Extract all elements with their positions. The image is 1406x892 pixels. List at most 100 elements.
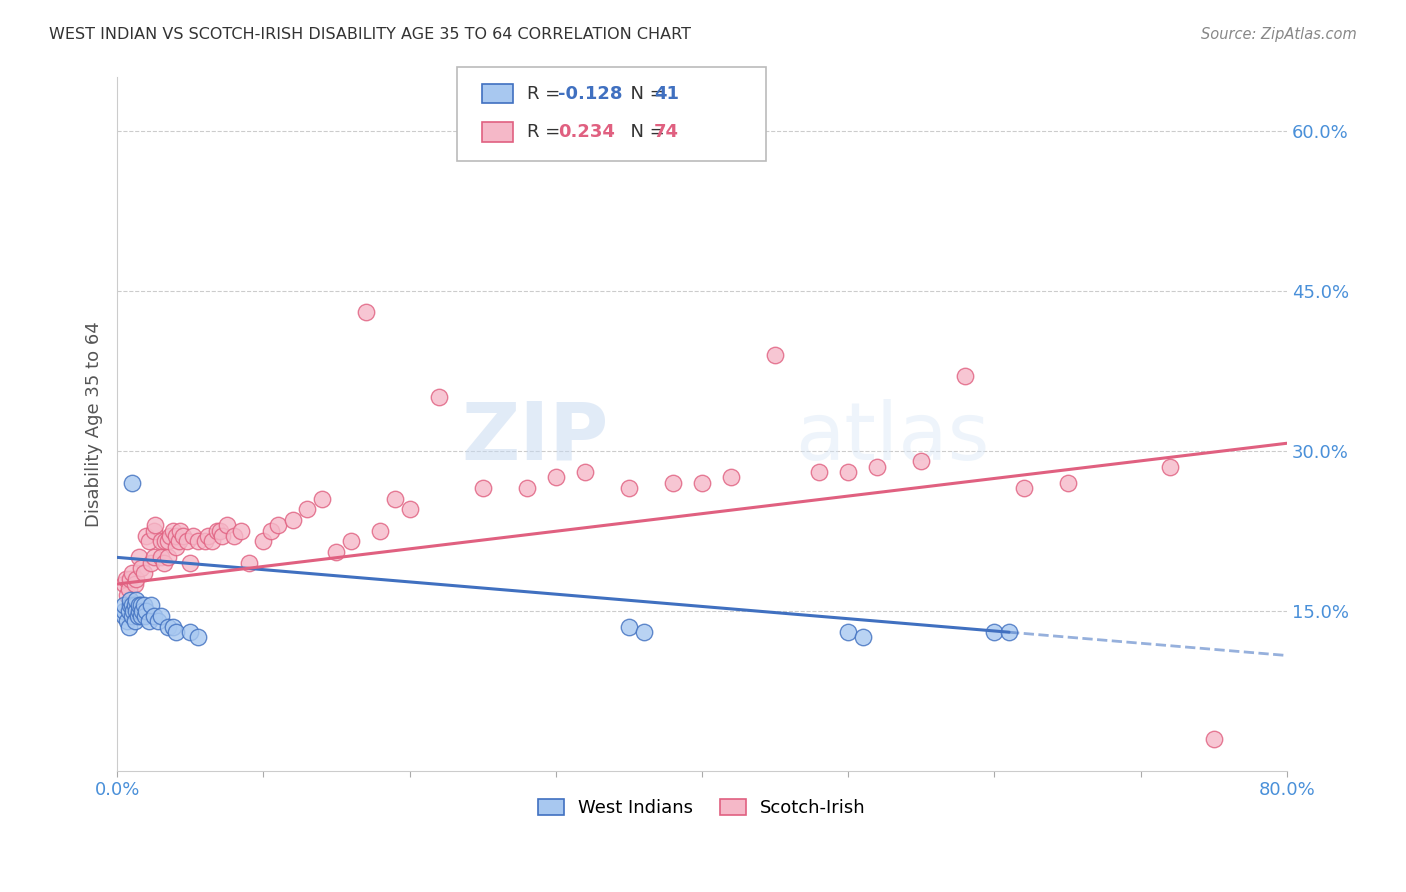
Point: [125, 593, 148, 607]
Point: [633, 625, 655, 640]
Point: [370, 524, 392, 538]
Text: R =: R =: [527, 85, 567, 103]
Y-axis label: Disability Age 35 to 64: Disability Age 35 to 64: [86, 321, 103, 527]
Point: [516, 481, 538, 495]
Point: [157, 550, 180, 565]
Point: [165, 540, 187, 554]
Point: [354, 305, 377, 319]
Point: [139, 599, 162, 613]
Point: [224, 529, 246, 543]
Point: [134, 609, 156, 624]
Point: [837, 625, 859, 640]
Point: [205, 524, 228, 538]
Point: [146, 615, 169, 629]
Point: [122, 604, 145, 618]
Point: [150, 550, 173, 565]
Point: [384, 491, 406, 506]
Point: [117, 615, 139, 629]
Point: [1056, 475, 1078, 490]
Point: [238, 556, 260, 570]
Text: N =: N =: [619, 85, 671, 103]
Point: [153, 556, 176, 570]
Point: [138, 615, 160, 629]
Point: [179, 556, 201, 570]
Point: [852, 631, 875, 645]
Point: [128, 599, 150, 613]
Point: [155, 534, 177, 549]
Point: [617, 620, 640, 634]
Point: [574, 465, 596, 479]
Point: [165, 529, 187, 543]
Point: [720, 470, 742, 484]
Point: [157, 620, 180, 634]
Point: [197, 529, 219, 543]
Point: [231, 524, 253, 538]
Point: [127, 609, 149, 624]
Point: [427, 391, 450, 405]
Point: [471, 481, 494, 495]
Point: [187, 631, 209, 645]
Point: [142, 524, 165, 538]
Text: N =: N =: [619, 123, 671, 141]
Point: [281, 513, 304, 527]
Point: [398, 502, 420, 516]
Point: [201, 534, 224, 549]
Point: [297, 502, 319, 516]
Point: [150, 609, 173, 624]
Point: [114, 604, 136, 618]
Point: [181, 529, 204, 543]
Point: [128, 604, 150, 618]
Point: [208, 524, 231, 538]
Point: [983, 625, 1005, 640]
Point: [120, 593, 142, 607]
Point: [953, 369, 976, 384]
Point: [138, 534, 160, 549]
Point: [124, 599, 146, 613]
Point: [114, 599, 136, 613]
Point: [125, 604, 148, 618]
Point: [340, 534, 363, 549]
Point: [143, 518, 166, 533]
Point: [118, 604, 141, 618]
Point: [325, 545, 347, 559]
Point: [115, 572, 138, 586]
Point: [142, 550, 165, 565]
Point: [121, 609, 143, 624]
Point: [118, 582, 141, 597]
Point: [176, 534, 198, 549]
Point: [125, 572, 148, 586]
Point: [124, 577, 146, 591]
Point: [139, 556, 162, 570]
Point: [194, 534, 217, 549]
Point: [311, 491, 333, 506]
Point: [661, 475, 683, 490]
Point: [162, 620, 184, 634]
Text: 74: 74: [654, 123, 679, 141]
Point: [135, 529, 157, 543]
Point: [617, 481, 640, 495]
Text: atlas: atlas: [796, 399, 990, 477]
Point: [807, 465, 830, 479]
Point: [117, 588, 139, 602]
Point: [1012, 481, 1035, 495]
Text: Source: ZipAtlas.com: Source: ZipAtlas.com: [1201, 27, 1357, 42]
Point: [165, 625, 187, 640]
Point: [142, 609, 165, 624]
Point: [211, 529, 233, 543]
Point: [260, 524, 283, 538]
Point: [129, 609, 152, 624]
Point: [763, 348, 786, 362]
Text: R =: R =: [527, 123, 567, 141]
Point: [121, 475, 143, 490]
Point: [866, 459, 889, 474]
Point: [187, 534, 209, 549]
Point: [690, 475, 713, 490]
Point: [998, 625, 1021, 640]
Text: ZIP: ZIP: [461, 399, 609, 477]
Point: [837, 465, 859, 479]
Point: [121, 566, 143, 581]
Point: [150, 534, 173, 549]
Point: [179, 625, 201, 640]
Point: [124, 615, 146, 629]
Point: [1159, 459, 1181, 474]
